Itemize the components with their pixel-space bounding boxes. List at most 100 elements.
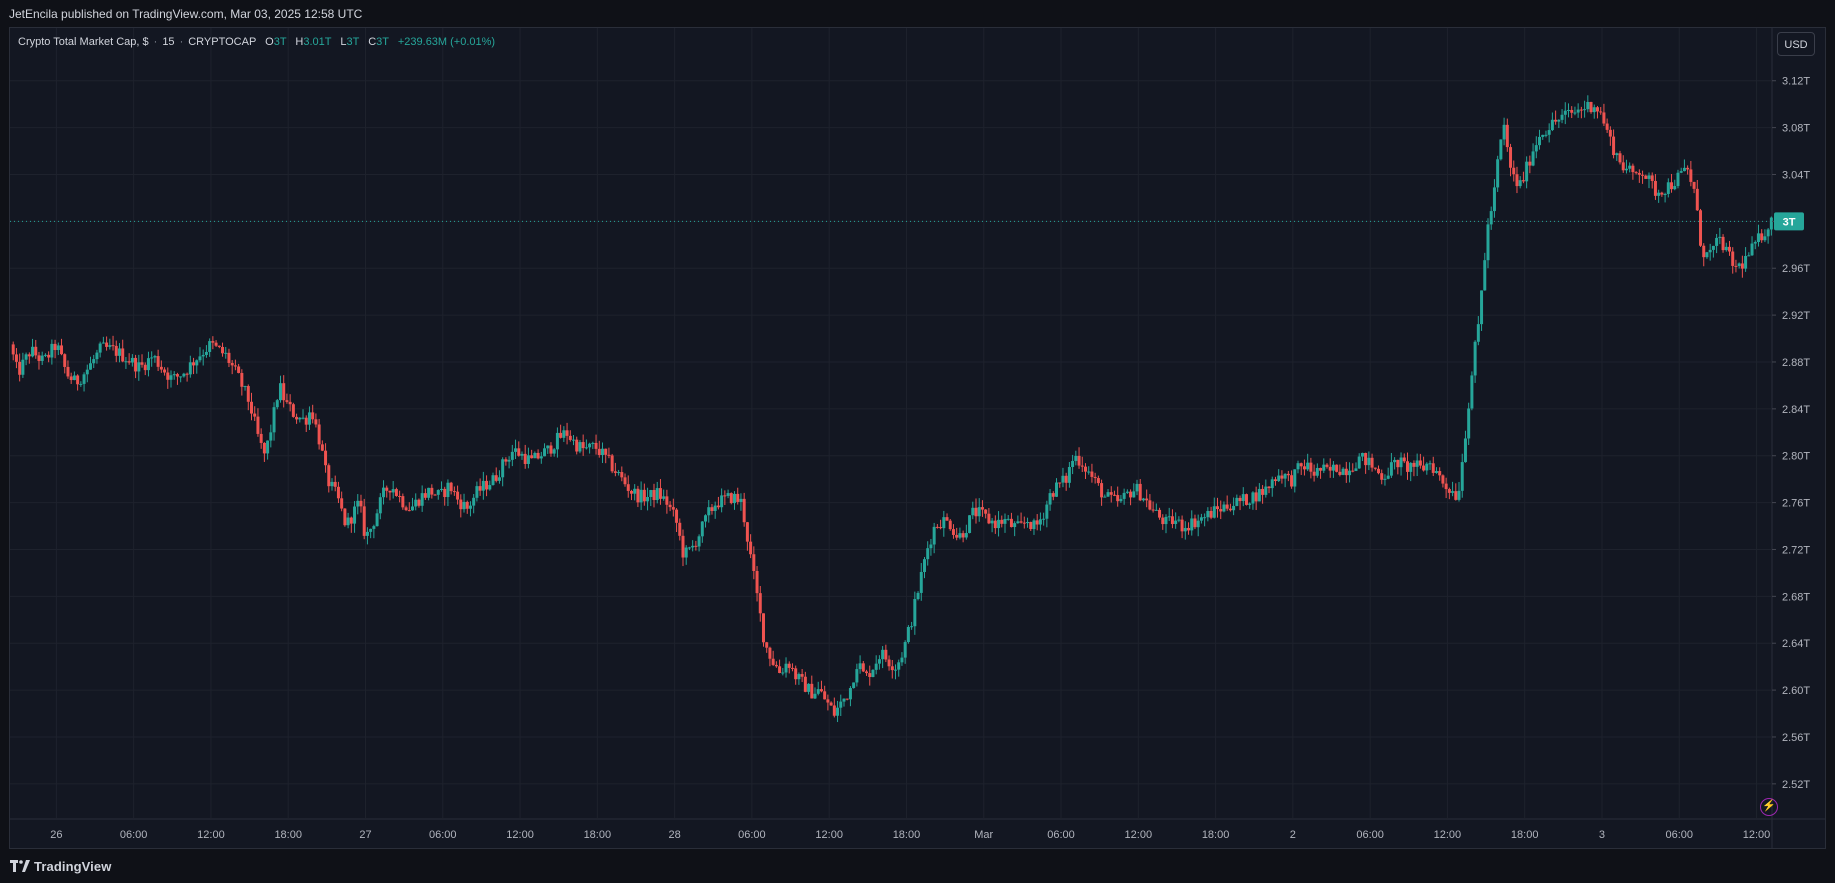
candles: [11, 95, 1773, 723]
candle-body: [391, 489, 395, 493]
currency-button[interactable]: USD: [1777, 32, 1815, 56]
candle-body: [85, 369, 89, 375]
candle-body: [1319, 467, 1323, 471]
candle-body: [1348, 470, 1352, 476]
x-tick-label: 12:00: [815, 829, 843, 841]
candle-body: [1666, 182, 1670, 194]
candle-body: [646, 497, 650, 502]
candle-body: [414, 499, 418, 507]
time-axis[interactable]: 26 06:00 12:00 18:00 27 06:00 12:00 18:00 28 06:0…: [50, 829, 1770, 841]
candle-body: [182, 373, 186, 377]
lightning-icon[interactable]: ⚡: [1760, 798, 1778, 816]
candle-body: [1273, 479, 1277, 482]
candle-body: [333, 481, 337, 487]
candle-body: [1747, 255, 1751, 257]
candle-body: [1434, 471, 1438, 473]
candle-body: [24, 354, 28, 360]
candle-body: [1727, 246, 1731, 252]
candle-body: [913, 599, 917, 627]
candle-body: [427, 487, 431, 498]
candle-body: [774, 664, 778, 667]
candle-body: [900, 657, 904, 663]
candle-body: [546, 445, 550, 449]
candle-body: [1360, 452, 1364, 457]
candle-body: [1199, 517, 1203, 521]
candle-body: [1718, 236, 1722, 238]
candle-body: [687, 547, 691, 549]
candle-body: [404, 507, 408, 511]
candle-body: [1686, 167, 1690, 170]
y-tick-label: 3.12T: [1782, 76, 1810, 88]
price-axis[interactable]: 3.12T 3.08T 3.04T 2.96T 2.92T 2.88T 2.84T 2.80T…: [1772, 76, 1810, 791]
candle-body: [1216, 506, 1220, 510]
candle-body: [1032, 520, 1036, 530]
candle-body: [1612, 136, 1616, 156]
y-tick-label: 2.72T: [1782, 544, 1810, 556]
candle-body: [1496, 159, 1500, 188]
y-tick-label: 2.52T: [1782, 779, 1810, 791]
symbol-legend[interactable]: Crypto Total Market Cap, $ · 15 · CRYPTOCAP …: [18, 36, 496, 48]
candle-body: [230, 362, 234, 366]
last-price-badge[interactable]: [1774, 212, 1804, 231]
candle-body: [372, 526, 376, 529]
x-tick-label: 06:00: [1356, 829, 1384, 841]
candle-body: [1705, 252, 1709, 258]
candle-body: [1312, 471, 1316, 476]
candle-body: [111, 345, 115, 347]
candle-body: [69, 376, 73, 381]
candle-body: [497, 477, 501, 481]
x-tick-label: 26: [50, 829, 62, 841]
candle-body: [60, 345, 64, 355]
candle-body: [1367, 457, 1371, 466]
candle-body: [1492, 187, 1496, 212]
candle-body: [105, 342, 109, 347]
candle-body: [539, 456, 543, 459]
candle-body: [1570, 109, 1574, 113]
candle-body: [314, 419, 318, 425]
candle-body: [726, 493, 730, 496]
candle-body: [1528, 161, 1532, 166]
x-tick-label: 12:00: [506, 829, 534, 841]
candle-body: [240, 372, 244, 387]
candle-body: [1396, 459, 1400, 468]
candle-body: [803, 676, 807, 692]
tradingview-logo[interactable]: TradingView: [10, 858, 111, 874]
candle-body: [1222, 504, 1226, 512]
candle-body: [1724, 246, 1728, 251]
x-tick-label: 12:00: [1125, 829, 1153, 841]
candle-body: [1277, 475, 1281, 482]
candle-body: [636, 488, 640, 503]
candle-body: [382, 487, 386, 498]
candle-body: [575, 439, 579, 452]
x-tick-label: 12:00: [1434, 829, 1462, 841]
candle-body: [1512, 167, 1516, 175]
candle-body: [1618, 153, 1622, 163]
candle-body: [485, 480, 489, 490]
candle-body: [926, 548, 930, 560]
candle-body: [1409, 462, 1413, 472]
candle-body: [1106, 492, 1110, 497]
candle-body: [968, 515, 972, 533]
candle-body: [1206, 510, 1210, 518]
interval[interactable]: 15: [162, 36, 175, 48]
candle-body: [1418, 460, 1422, 466]
candle-body: [259, 433, 263, 443]
candle-body: [1682, 167, 1686, 172]
candle-body: [146, 358, 150, 371]
candle-body: [1760, 233, 1764, 241]
candle-body: [63, 354, 67, 367]
candle-body: [37, 355, 41, 361]
candle-body: [1103, 496, 1107, 498]
candle-body: [813, 693, 817, 699]
footer-bar: [0, 849, 1835, 883]
candle-body: [1670, 182, 1674, 190]
candle-body: [691, 545, 695, 548]
y-tick-label: 2.64T: [1782, 638, 1810, 650]
header-bar: [0, 0, 1835, 27]
x-tick-label: 06:00: [120, 829, 148, 841]
candle-body: [662, 496, 666, 499]
symbol-name[interactable]: Crypto Total Market Cap, $: [18, 36, 149, 48]
open-value: 3T: [273, 36, 287, 48]
chart-pane[interactable]: [9, 27, 1826, 849]
